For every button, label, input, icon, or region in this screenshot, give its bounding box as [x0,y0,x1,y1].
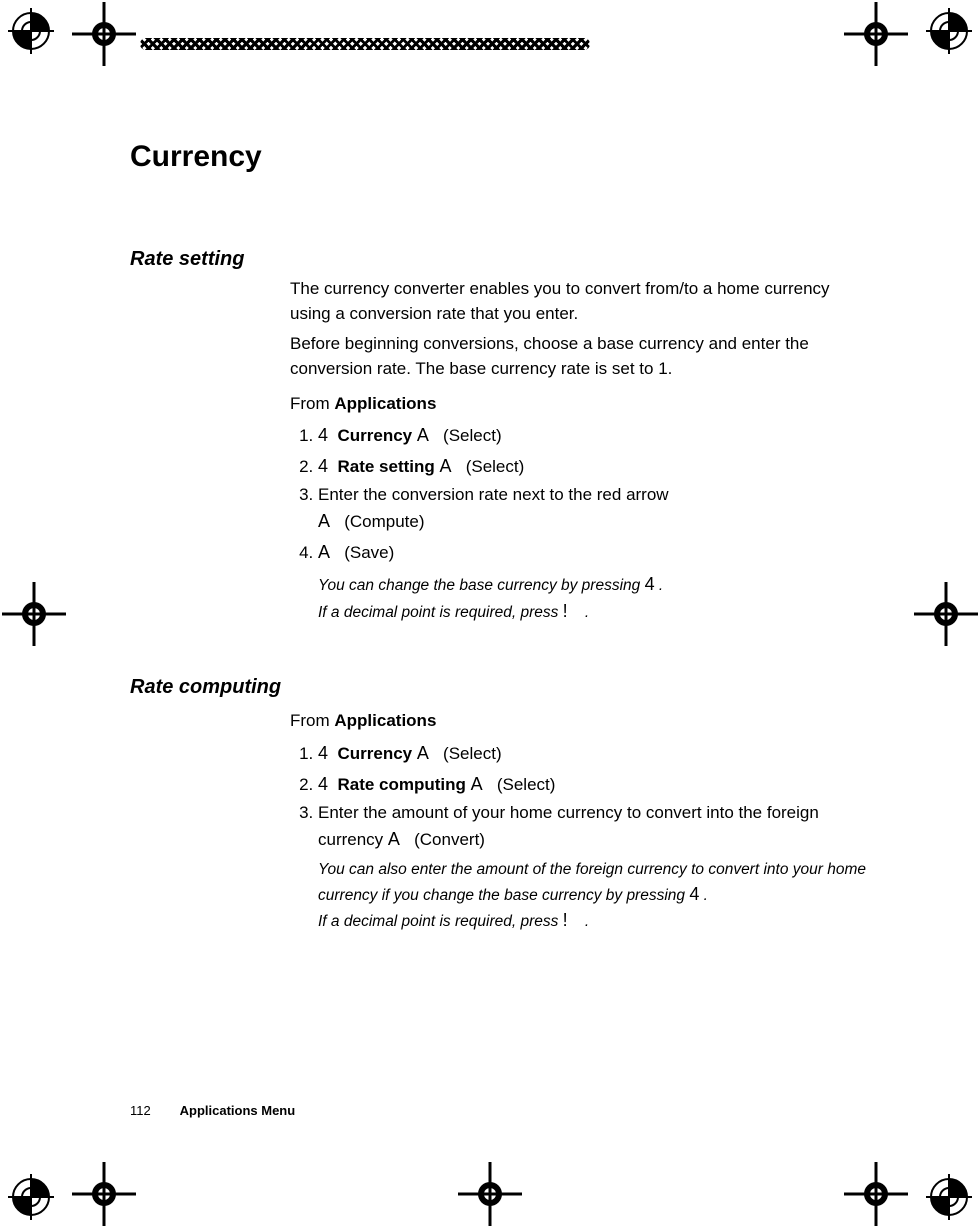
step-target: Rate setting [337,457,434,476]
note-segment: You can change the base currency by pres… [318,577,645,594]
select-glyph-icon: A [318,511,330,531]
select-label: (Select) [438,426,501,445]
registration-mark-icon [8,1174,54,1220]
step-item: Enter the conversion rate next to the re… [318,483,870,534]
note-segment: . [585,913,589,930]
section-body-rate-setting: The currency converter enables you to co… [290,277,870,624]
select-glyph-icon: A [318,542,330,562]
text: From [290,394,334,413]
step-item: 4 Currency A (Select) [318,740,870,767]
select-label: (Select) [461,457,524,476]
paragraph: Before beginning conversions, choose a b… [290,332,870,381]
note-segment: If a decimal point is required, press [318,604,563,621]
decorative-bar-icon [140,38,590,50]
applications-label: Applications [334,711,436,730]
from-line: From Applications [290,392,870,417]
select-label: (Select) [438,744,501,763]
note-text: You can change the base currency by pres… [318,571,870,624]
page-footer: 112 Applications Menu [130,1103,295,1118]
select-glyph-icon: A [417,743,429,763]
note-segment: . [585,604,589,621]
nav-glyph-icon: 4 [689,884,699,904]
step-target: Rate computing [337,775,465,794]
crosshair-icon [844,1162,908,1226]
nav-glyph-icon: 4 [318,425,328,445]
nav-glyph-icon: 4 [645,574,655,594]
registration-mark-icon [8,8,54,54]
step-text: Enter the conversion rate next to the re… [318,485,669,504]
exclaim-glyph-icon: ! [563,601,568,621]
crosshair-icon [914,582,978,646]
select-glyph-icon: A [471,774,483,794]
note-segment: . [704,887,708,904]
registration-mark-icon [926,8,972,54]
nav-glyph-icon: 4 [318,456,328,476]
note-segment: . [659,577,663,594]
crosshair-icon [72,2,136,66]
select-label: (Select) [492,775,555,794]
select-glyph-icon: A [440,456,452,476]
step-item: 4 Rate setting A (Select) [318,453,870,480]
page-title: Currency [130,140,870,174]
section-heading-rate-computing: Rate computing [130,676,870,699]
steps-list: 4 Currency A (Select) 4 Rate setting A (… [290,422,870,565]
step-item: Enter the amount of your home currency t… [318,801,870,852]
content-region: Currency Rate setting The currency conve… [130,140,870,934]
step-item: A (Save) [318,539,870,566]
convert-label: (Convert) [409,830,485,849]
nav-glyph-icon: 4 [318,774,328,794]
from-line: From Applications [290,709,870,734]
applications-label: Applications [334,394,436,413]
step-item: 4 Rate computing A (Select) [318,771,870,798]
step-item: 4 Currency A (Select) [318,422,870,449]
section-body-rate-computing: From Applications 4 Currency A (Select) … [290,709,870,934]
crosshair-icon [844,2,908,66]
footer-title: Applications Menu [180,1103,296,1118]
page-root: Currency Rate setting The currency conve… [0,0,980,1228]
step-target: Currency [337,426,412,445]
step-target: Currency [337,744,412,763]
registration-mark-icon [926,1174,972,1220]
nav-glyph-icon: 4 [318,743,328,763]
crosshair-icon [2,582,66,646]
text: From [290,711,334,730]
page-number: 112 [130,1103,176,1118]
select-glyph-icon: A [417,425,429,445]
crosshair-icon [72,1162,136,1226]
crosshair-icon [458,1162,522,1226]
note-segment: If a decimal point is required, press [318,913,563,930]
paragraph: The currency converter enables you to co… [290,277,870,326]
compute-label: (Compute) [339,512,424,531]
exclaim-glyph-icon: ! [563,910,568,930]
select-glyph-icon: A [388,829,400,849]
note-text: You can also enter the amount of the for… [318,859,870,934]
steps-list: 4 Currency A (Select) 4 Rate computing A… [290,740,870,853]
section-heading-rate-setting: Rate setting [130,248,870,271]
save-label: (Save) [339,543,394,562]
note-segment: You can also enter the amount of the for… [318,861,866,904]
